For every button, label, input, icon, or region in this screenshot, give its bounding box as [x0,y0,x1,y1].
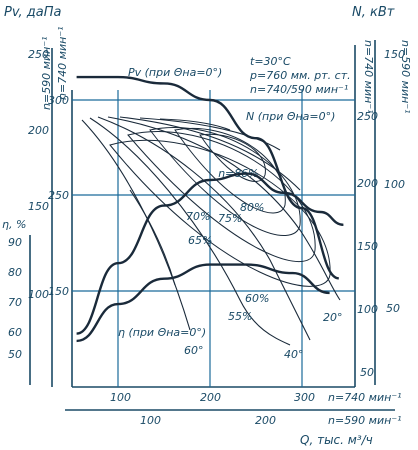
pv-axis-title: Pv, даПа [4,5,61,20]
n-axis-590-label: n=590 мин⁻¹ [399,40,412,114]
x590-tick: 100 [140,414,161,427]
eta-55-label: 55% [228,310,252,323]
series-layer [76,75,344,343]
pv-series-label: Pv (при Θна=0°) [128,66,222,79]
eta-series-label: η (при Θна=0°) [118,326,206,339]
x740-tick: 200 [200,391,221,404]
x740-axis-label: n=740 мин⁻¹ [328,391,402,404]
eta-75-label: 75% [218,212,242,225]
eta-tick: 80 [8,266,22,279]
n740-tick: 50 [360,366,374,379]
eta-60-label: 60% [245,292,269,305]
angle-20-label: 20° [323,311,343,324]
condition-speed: n=740/590 мин⁻¹ [250,83,348,96]
eta-tick: 50 [8,348,22,361]
n590-tick: 50 [386,302,400,315]
pv590-tick: 100 [28,288,49,301]
pv590-tick: 200 [28,124,49,137]
condition-temp: t=30°C [250,55,291,68]
pv740-tick: 150 [48,285,69,298]
pv-curve [76,75,340,280]
eta-axis-title: η, % [2,218,26,231]
x590-axis-label: n=590 мин⁻¹ [328,414,402,427]
eta-70-label: 70% [186,210,210,223]
x740-tick: 100 [110,391,131,404]
n-axis-740-label: n=740 мин⁻¹ [362,40,375,114]
n740-tick: 100 [357,303,378,316]
efficiency-contours [109,127,331,287]
x-axis-title: Q, тыс. м³/ч [300,433,373,447]
pv590-tick: 250 [28,48,49,61]
power-curve [76,172,344,335]
efficiency-curve [76,263,330,343]
pv-axis-740-label: n=740 мин⁻¹ [56,26,69,100]
angle-40-label: 40° [284,348,304,361]
pv740-tick: 250 [48,189,69,202]
n590-tick: 100 [384,178,405,191]
x590-tick: 200 [255,414,276,427]
angle-60-label: 60° [184,344,204,357]
eta-tick: 90 [8,236,22,249]
eta-tick: 60 [8,326,22,339]
tick-labels: 250 200 150 100 300 250 150 90 80 70 60 … [8,48,405,447]
pv-axis-590-label: n=590 мин⁻¹ [40,36,53,110]
n740-tick: 250 [357,110,378,123]
n740-tick: 200 [357,177,378,190]
n-axis-title: N, кВт [352,5,395,20]
eta-80-label: 80% [240,201,264,214]
n590-tick: 150 [384,48,405,61]
plot-frame [29,40,395,411]
condition-pressure: p=760 мм. рт. ст. [249,69,351,82]
eta-tick: 70 [8,296,22,309]
pv740-tick: 300 [48,94,69,107]
blade-angle-pressure-curves [81,116,341,346]
n-series-label: N (при Θна=0°) [246,110,335,123]
eta-65-label: 65% [188,234,212,247]
pv590-tick: 150 [28,200,49,213]
x740-tick: 300 [294,391,315,404]
n740-tick: 150 [357,240,378,253]
